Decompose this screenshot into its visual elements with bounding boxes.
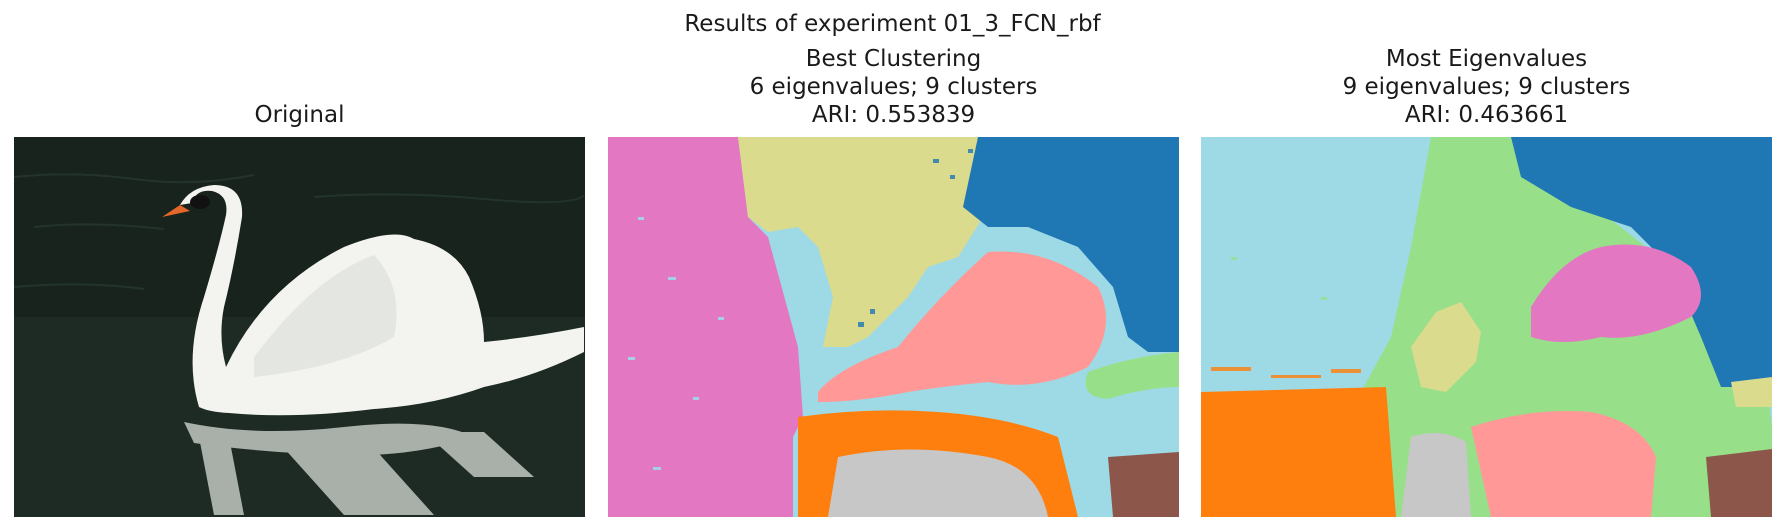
- region-brown: [1108, 452, 1179, 517]
- panel-most-eigenvalues: Most Eigenvalues 9 eigenvalues; 9 cluste…: [1201, 0, 1772, 532]
- region-olive: [1411, 302, 1481, 392]
- region-gray: [828, 449, 1048, 517]
- segmentation-map-most: [1201, 137, 1772, 517]
- figure-title: Results of experiment 01_3_FCN_rbf: [684, 11, 1101, 37]
- panel-title-line-3: ARI: 0.553839: [811, 102, 976, 128]
- swan-eye: [190, 195, 210, 209]
- original-image: [14, 137, 585, 517]
- region-gray: [1401, 433, 1471, 517]
- segmentation-map-best: [608, 137, 1179, 517]
- region-brown: [1706, 449, 1772, 517]
- panel-title: Original: [254, 102, 345, 128]
- panel-title-line-2: 9 eigenvalues; 9 clusters: [1342, 74, 1631, 100]
- region-blue: [963, 137, 1179, 352]
- region-salmon: [1471, 411, 1656, 517]
- panel-best-clustering: Best Clustering 6 eigenvalues; 9 cluster…: [608, 0, 1179, 532]
- panel-title-line-2: 6 eigenvalues; 9 clusters: [749, 74, 1038, 100]
- swan-beak: [162, 205, 190, 217]
- region-orange: [1201, 387, 1396, 517]
- region-olive: [738, 137, 988, 347]
- region-salmon: [818, 251, 1106, 402]
- swan: [180, 185, 584, 416]
- panel-title-line-1: Best Clustering: [805, 46, 982, 72]
- region-green: [1085, 352, 1179, 399]
- panel-original: Original: [14, 0, 585, 532]
- region-pink: [1531, 244, 1701, 342]
- swan-reflection: [184, 422, 534, 515]
- region-olive-edge: [1731, 377, 1772, 407]
- region-blue: [1511, 137, 1772, 387]
- region-pink: [608, 137, 803, 517]
- panel-title-line-1: Most Eigenvalues: [1385, 46, 1588, 72]
- panel-title-line-3: ARI: 0.463661: [1404, 102, 1569, 128]
